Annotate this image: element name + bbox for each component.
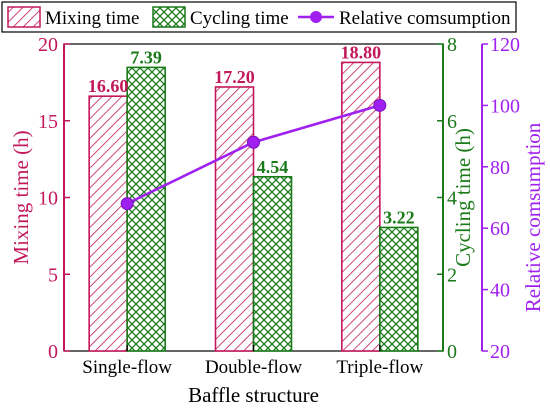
mixing-time-label: 17.20 bbox=[214, 67, 255, 87]
right-tick-label: 4 bbox=[447, 188, 457, 210]
far-right-axis-label: Relative comsumption bbox=[521, 122, 545, 312]
data-labels-layer: 16.607.39 17.20 4.54 18.80 3.22 bbox=[88, 42, 415, 227]
mixing-time-bar bbox=[214, 86, 255, 352]
left-tick-label: 15 bbox=[38, 111, 58, 133]
cycling-time-bar bbox=[379, 226, 419, 352]
x-axis-label: Baffle structure bbox=[188, 383, 319, 407]
legend-label-mixing: Mixing time bbox=[45, 8, 139, 29]
right-tick-label: 0 bbox=[447, 341, 457, 363]
relative-comsumption-point bbox=[373, 98, 387, 112]
legend-label-cycling: Cycling time bbox=[190, 8, 289, 29]
legend-box bbox=[1, 1, 517, 33]
far-right-tick-label: 40 bbox=[490, 280, 510, 302]
left-tick-label: 20 bbox=[38, 34, 58, 56]
far-right-tick-label: 20 bbox=[490, 341, 510, 363]
mixing-time-label: 18.80 bbox=[341, 42, 382, 62]
cycling-time-label: 4.54 bbox=[257, 157, 289, 177]
legend-marker-relative bbox=[310, 11, 322, 23]
cycling-time-label: 7.39 bbox=[130, 47, 162, 67]
far-right-tick-label: 100 bbox=[490, 95, 520, 117]
left-tick-label: 10 bbox=[38, 188, 58, 210]
cycling-time-bar bbox=[252, 175, 293, 352]
far-right-tick-label: 120 bbox=[490, 34, 520, 56]
cycling-time-label: 3.22 bbox=[383, 207, 415, 227]
axes-layer: 0 5 10 15 20 0 2 4 6 8 20 40 60 80 100 120 Mixing time (… bbox=[9, 34, 545, 378]
far-right-tick-label: 80 bbox=[490, 157, 510, 179]
mixing-time-label: 16.60 bbox=[88, 76, 129, 96]
x-tick-label: Double-flow bbox=[205, 357, 302, 378]
cycling-time-bar bbox=[126, 66, 166, 352]
right-tick-label: 2 bbox=[447, 264, 457, 286]
left-tick-label: 5 bbox=[48, 264, 58, 286]
legend-swatch-cycling bbox=[152, 6, 186, 28]
legend-label-relative: Relative comsumption bbox=[339, 8, 511, 29]
relative-comsumption-point bbox=[247, 135, 260, 149]
x-tick-label: Triple-flow bbox=[336, 357, 423, 378]
right-axis-label: Cycling time (h) bbox=[451, 128, 475, 267]
left-axis-label: Mixing time (h) bbox=[9, 130, 33, 264]
right-tick-label: 6 bbox=[447, 111, 457, 133]
relative-comsumption-point bbox=[120, 197, 134, 211]
legend: Mixing time Cycling time Relative comsumpt… bbox=[1, 1, 517, 33]
left-tick-label: 0 bbox=[48, 341, 58, 363]
right-tick-label: 8 bbox=[447, 34, 457, 56]
line-layer bbox=[120, 98, 387, 211]
mixing-time-bar bbox=[88, 95, 128, 352]
legend-swatch-mixing bbox=[7, 6, 41, 28]
far-right-tick-label: 60 bbox=[490, 218, 510, 240]
bars-layer bbox=[88, 61, 419, 352]
x-tick-label: Single-flow bbox=[82, 357, 172, 378]
